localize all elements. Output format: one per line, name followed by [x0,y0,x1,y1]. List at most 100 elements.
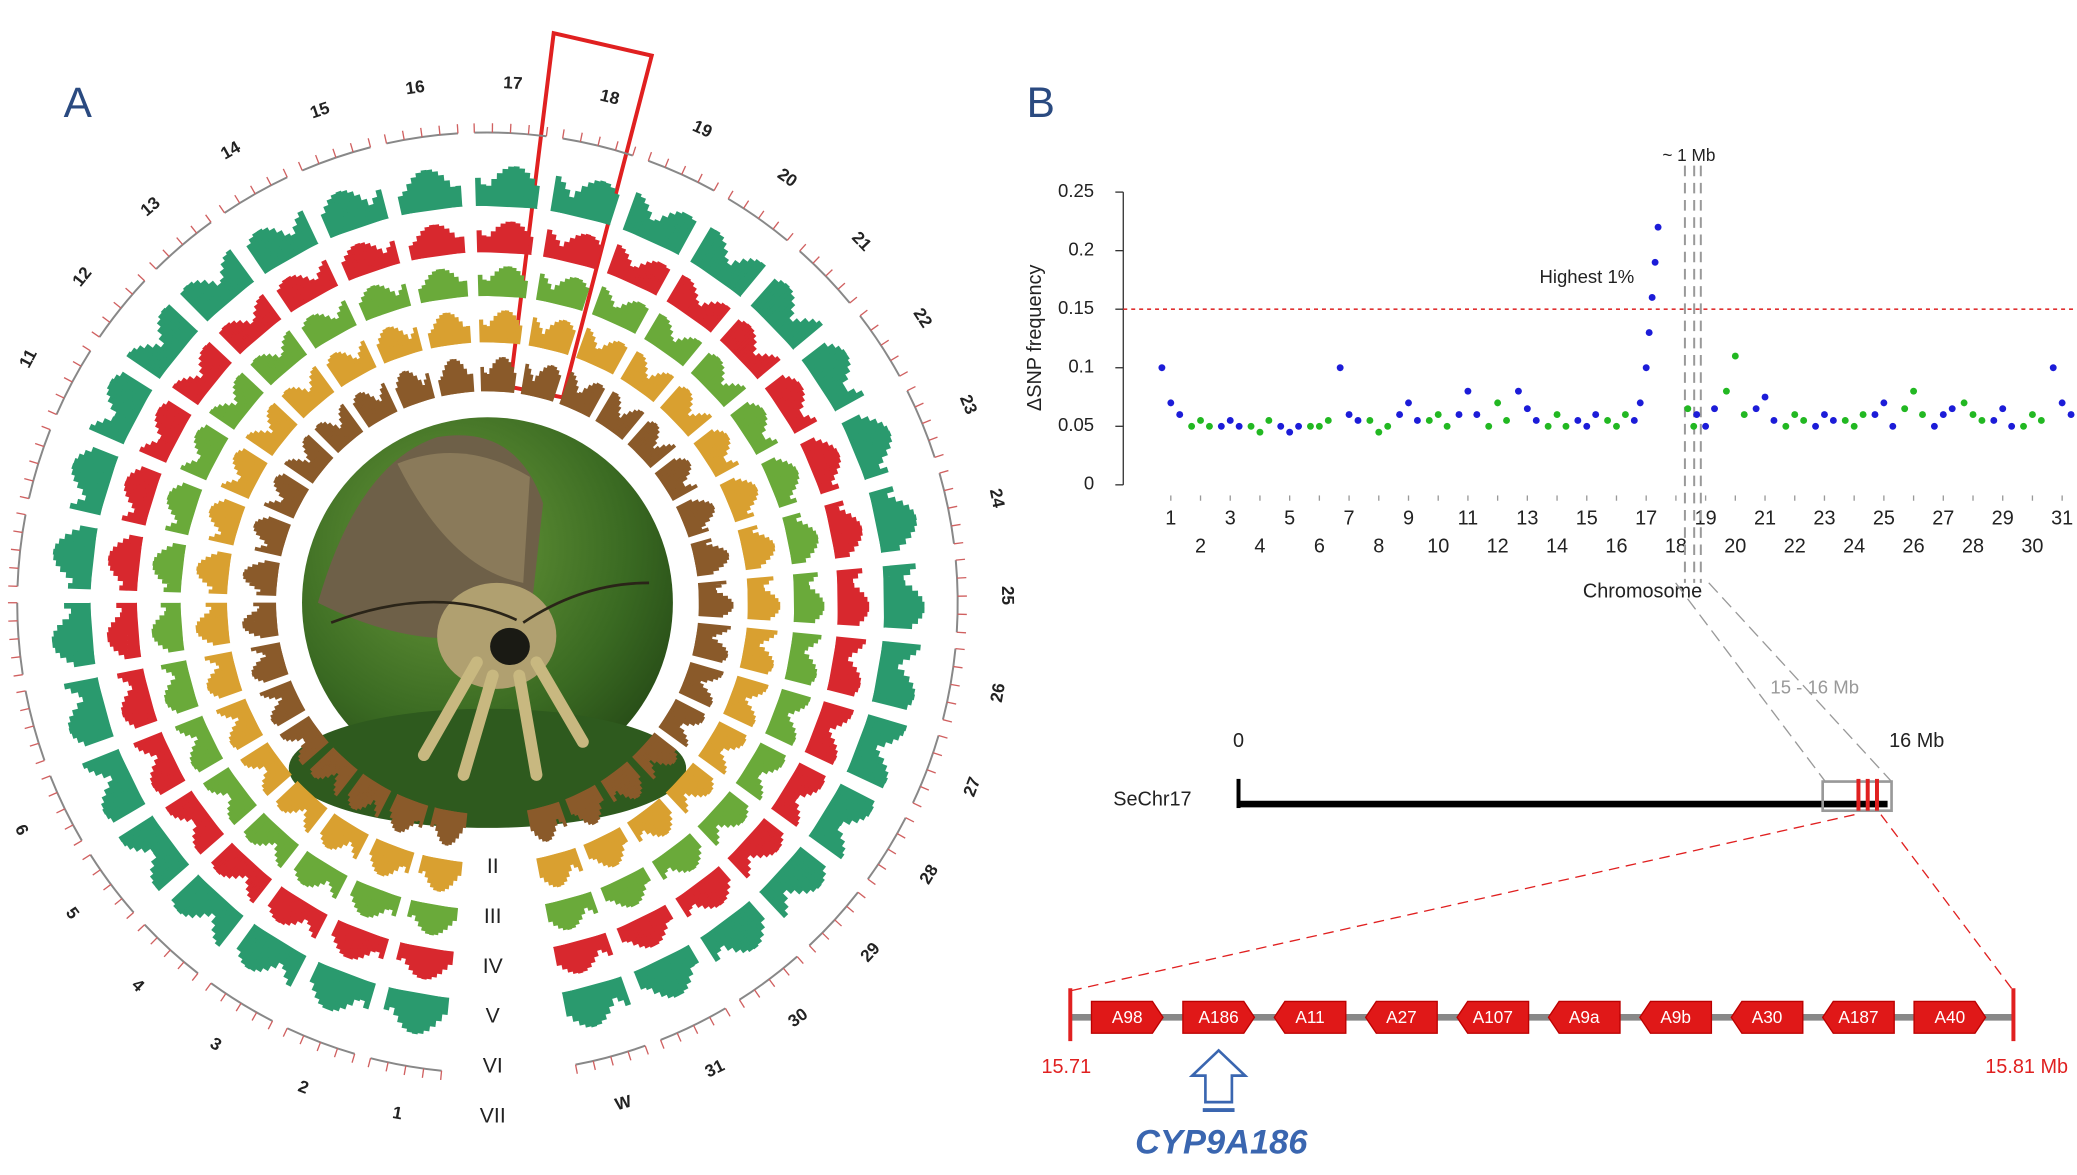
y-tick-label: 0.15 [1058,297,1094,318]
scale-tick [786,232,794,241]
point [1770,416,1778,424]
scale-tick [953,665,963,669]
point [1247,422,1255,430]
track-segment [126,304,199,379]
scale-arc [562,137,634,157]
point [1464,387,1472,395]
track-segment [553,932,614,974]
track-segment [730,401,779,455]
chromosome-label: 21 [848,227,876,255]
scale-tick [724,1007,731,1017]
scale-arc [286,1027,355,1055]
scale-arc [155,221,212,270]
scale-tick [920,785,930,791]
y-tick-label: 0.05 [1058,414,1094,435]
scale-tick [579,132,583,142]
track-segment [542,229,604,270]
scale-tick [438,125,441,135]
scale-tick [659,1039,665,1049]
track-segment [627,420,677,469]
chromosome-label: 6 [11,821,33,838]
point [1800,416,1808,424]
track-segment [841,414,893,481]
point [1265,416,1273,424]
track-segment [735,742,787,801]
track-segment [826,636,867,697]
point [1366,416,1374,424]
scale-tick [266,176,272,186]
track-segment [595,391,645,440]
scale-tick [905,817,915,823]
point [1425,416,1433,424]
scale-tick [92,869,101,876]
panel-label: B [1027,79,1055,126]
scale-tick [664,158,670,168]
x-tick-label: 20 [1724,535,1746,557]
pointer-arrow [1188,1048,1249,1104]
scale-tick [235,1002,242,1012]
track-segment [782,512,819,565]
track-segment [174,715,224,773]
x-tick-label: 10 [1427,535,1449,557]
track-segment [658,698,706,748]
track-segment [606,244,671,296]
scale-tick [205,982,212,992]
gene-label: A11 [1295,1007,1324,1027]
track-segment [626,798,673,843]
point [1889,422,1897,430]
scale-tick [727,190,734,200]
track-segment [550,175,620,226]
point [1592,411,1600,419]
track-segment [616,904,674,949]
track-label: IV [483,955,504,978]
track-segment [761,457,800,508]
scale-tick [926,769,936,774]
scale-tick [837,282,846,290]
track-segment [202,767,257,826]
scale-tick [955,647,965,651]
track-segment [824,500,863,559]
point [1919,411,1926,419]
zoom-line [1675,582,1826,782]
scale-tick [16,512,26,516]
chromosome-label: W [613,1090,635,1114]
x-tick-label: 11 [1458,508,1479,530]
scale-tick [9,638,19,641]
scale-tick [713,182,720,191]
scale-tick [808,945,817,953]
track-label: II [487,855,499,878]
track-segment [644,313,703,367]
scale-arc [223,176,288,214]
track-segment [692,622,731,664]
track-segment [107,534,144,592]
gene [1913,1000,1987,1034]
scale-tick [846,905,855,913]
track-segment [697,791,749,847]
track-segment [535,273,590,311]
scale-tick [877,863,887,871]
scale-tick [632,146,637,156]
scale-tick [267,1020,274,1030]
scale-arc [938,472,955,544]
track-segment [764,374,818,434]
track-segment [82,748,146,823]
scale-tick [282,1027,288,1037]
point [1523,405,1531,413]
scale-tick [821,932,830,940]
track-segment [210,842,273,904]
scale-arc [727,197,788,242]
chromosome-label: 26 [986,681,1009,703]
scale-tick [953,541,964,545]
scale-tick [867,878,876,886]
scale-tick [796,956,804,964]
track-segment [397,169,463,216]
track-segment [358,283,412,321]
scale-tick [440,1070,443,1081]
scale-tick [693,1025,699,1035]
scale-tick [403,1065,407,1076]
track-segment [600,761,643,803]
track-segment [209,372,264,430]
gene-label: A98 [1112,1007,1143,1027]
track-segment [314,403,364,454]
scale-tick [82,854,91,861]
